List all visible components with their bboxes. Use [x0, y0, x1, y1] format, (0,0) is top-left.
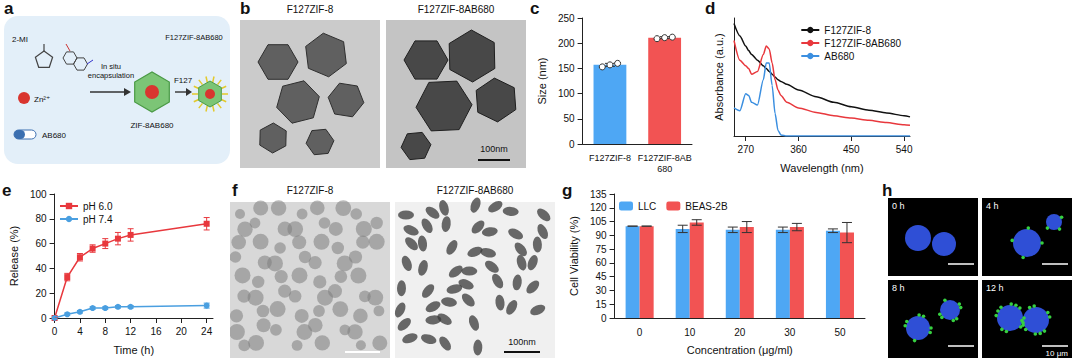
svg-text:0: 0 [637, 327, 643, 338]
html-text:d: d [705, 0, 716, 18]
svg-text:135: 135 [590, 189, 607, 200]
svg-text:pH 6.0: pH 6.0 [83, 201, 113, 212]
svg-text:F127ZIF-8AB: F127ZIF-8AB [638, 153, 692, 163]
svg-text:16: 16 [150, 326, 162, 337]
svg-text:Cell Viability (%): Cell Viability (%) [568, 216, 580, 296]
svg-text:30: 30 [784, 327, 796, 338]
svg-text:30: 30 [595, 285, 607, 296]
svg-text:250: 250 [558, 13, 575, 24]
svg-text:150: 150 [558, 63, 575, 74]
svg-text:24: 24 [201, 326, 213, 337]
svg-text:Wavelength (nm): Wavelength (nm) [780, 162, 863, 174]
svg-text:0: 0 [41, 313, 47, 324]
svg-text:75: 75 [595, 244, 607, 255]
html-text:f: f [232, 181, 238, 200]
svg-text:60: 60 [35, 238, 47, 249]
svg-text:0: 0 [601, 313, 607, 324]
svg-text:Release (%): Release (%) [8, 226, 20, 287]
svg-text:2-MI: 2-MI [12, 35, 28, 44]
svg-text:100: 100 [558, 88, 575, 99]
svg-text:0: 0 [52, 326, 58, 337]
html-text:g: g [562, 181, 573, 200]
svg-text:80: 80 [35, 213, 47, 224]
svg-text:pH 7.4: pH 7.4 [83, 214, 113, 225]
svg-text:AB680: AB680 [824, 51, 854, 62]
svg-text:4 h: 4 h [986, 201, 999, 211]
svg-text:In situ: In situ [101, 62, 121, 71]
svg-text:450: 450 [843, 144, 860, 155]
svg-text:AB680: AB680 [42, 131, 67, 140]
svg-text:105: 105 [590, 216, 607, 227]
svg-text:90: 90 [595, 230, 607, 241]
svg-text:20: 20 [176, 326, 188, 337]
svg-text:ZIF-8AB680: ZIF-8AB680 [130, 121, 174, 130]
svg-text:8: 8 [102, 326, 108, 337]
svg-text:270: 270 [737, 144, 754, 155]
svg-text:120: 120 [590, 202, 607, 213]
svg-text:BEAS-2B: BEAS-2B [685, 201, 728, 212]
html-text:b: b [240, 0, 251, 18]
svg-text:F127ZIF-8AB680: F127ZIF-8AB680 [165, 33, 223, 42]
svg-text:Concentration (μg/ml): Concentration (μg/ml) [687, 344, 793, 356]
svg-text:20: 20 [734, 327, 746, 338]
svg-text:Time (h): Time (h) [114, 344, 155, 356]
svg-text:F127ZIF-8AB680: F127ZIF-8AB680 [437, 185, 514, 196]
svg-text:Absorbance (a.u.): Absorbance (a.u.) [713, 33, 725, 120]
svg-text:Size (nm): Size (nm) [536, 57, 548, 104]
html-text:h: h [882, 181, 893, 200]
svg-text:540: 540 [896, 144, 913, 155]
svg-text:F127ZIF-8: F127ZIF-8 [589, 153, 631, 163]
svg-text:Zn²⁺: Zn²⁺ [34, 95, 50, 104]
svg-text:encapsulation: encapsulation [88, 71, 134, 80]
svg-text:0 h: 0 h [892, 201, 905, 211]
svg-text:F127ZIF-8AB680: F127ZIF-8AB680 [824, 38, 901, 49]
svg-text:F127ZIF-8: F127ZIF-8 [287, 185, 334, 196]
svg-text:20: 20 [35, 288, 47, 299]
svg-text:12 h: 12 h [986, 283, 1004, 293]
svg-text:10: 10 [684, 327, 696, 338]
html-text:a: a [4, 0, 14, 18]
svg-text:50: 50 [834, 327, 846, 338]
svg-text:50: 50 [563, 113, 575, 124]
svg-text:15: 15 [595, 299, 607, 310]
svg-text:100: 100 [30, 189, 47, 200]
html-text:c: c [530, 0, 540, 18]
svg-text:10 μm: 10 μm [1046, 349, 1069, 358]
svg-text:60: 60 [595, 257, 607, 268]
svg-text:0: 0 [569, 139, 575, 150]
svg-text:100nm: 100nm [508, 337, 536, 347]
svg-text:8 h: 8 h [892, 283, 905, 293]
svg-text:360: 360 [790, 144, 807, 155]
svg-text:F127ZIF-8: F127ZIF-8 [287, 4, 334, 15]
svg-text:F127: F127 [174, 76, 193, 85]
svg-text:LLC: LLC [638, 201, 656, 212]
svg-text:40: 40 [35, 263, 47, 274]
svg-text:100nm: 100nm [480, 144, 508, 154]
svg-text:200: 200 [558, 38, 575, 49]
svg-text:4: 4 [77, 326, 83, 337]
svg-text:12: 12 [125, 326, 137, 337]
svg-text:F127ZIF-8: F127ZIF-8 [824, 25, 871, 36]
svg-text:45: 45 [595, 271, 607, 282]
html-text:e: e [2, 181, 12, 200]
svg-text:F127ZIF-8AB680: F127ZIF-8AB680 [418, 4, 495, 15]
svg-text:680: 680 [657, 164, 672, 174]
